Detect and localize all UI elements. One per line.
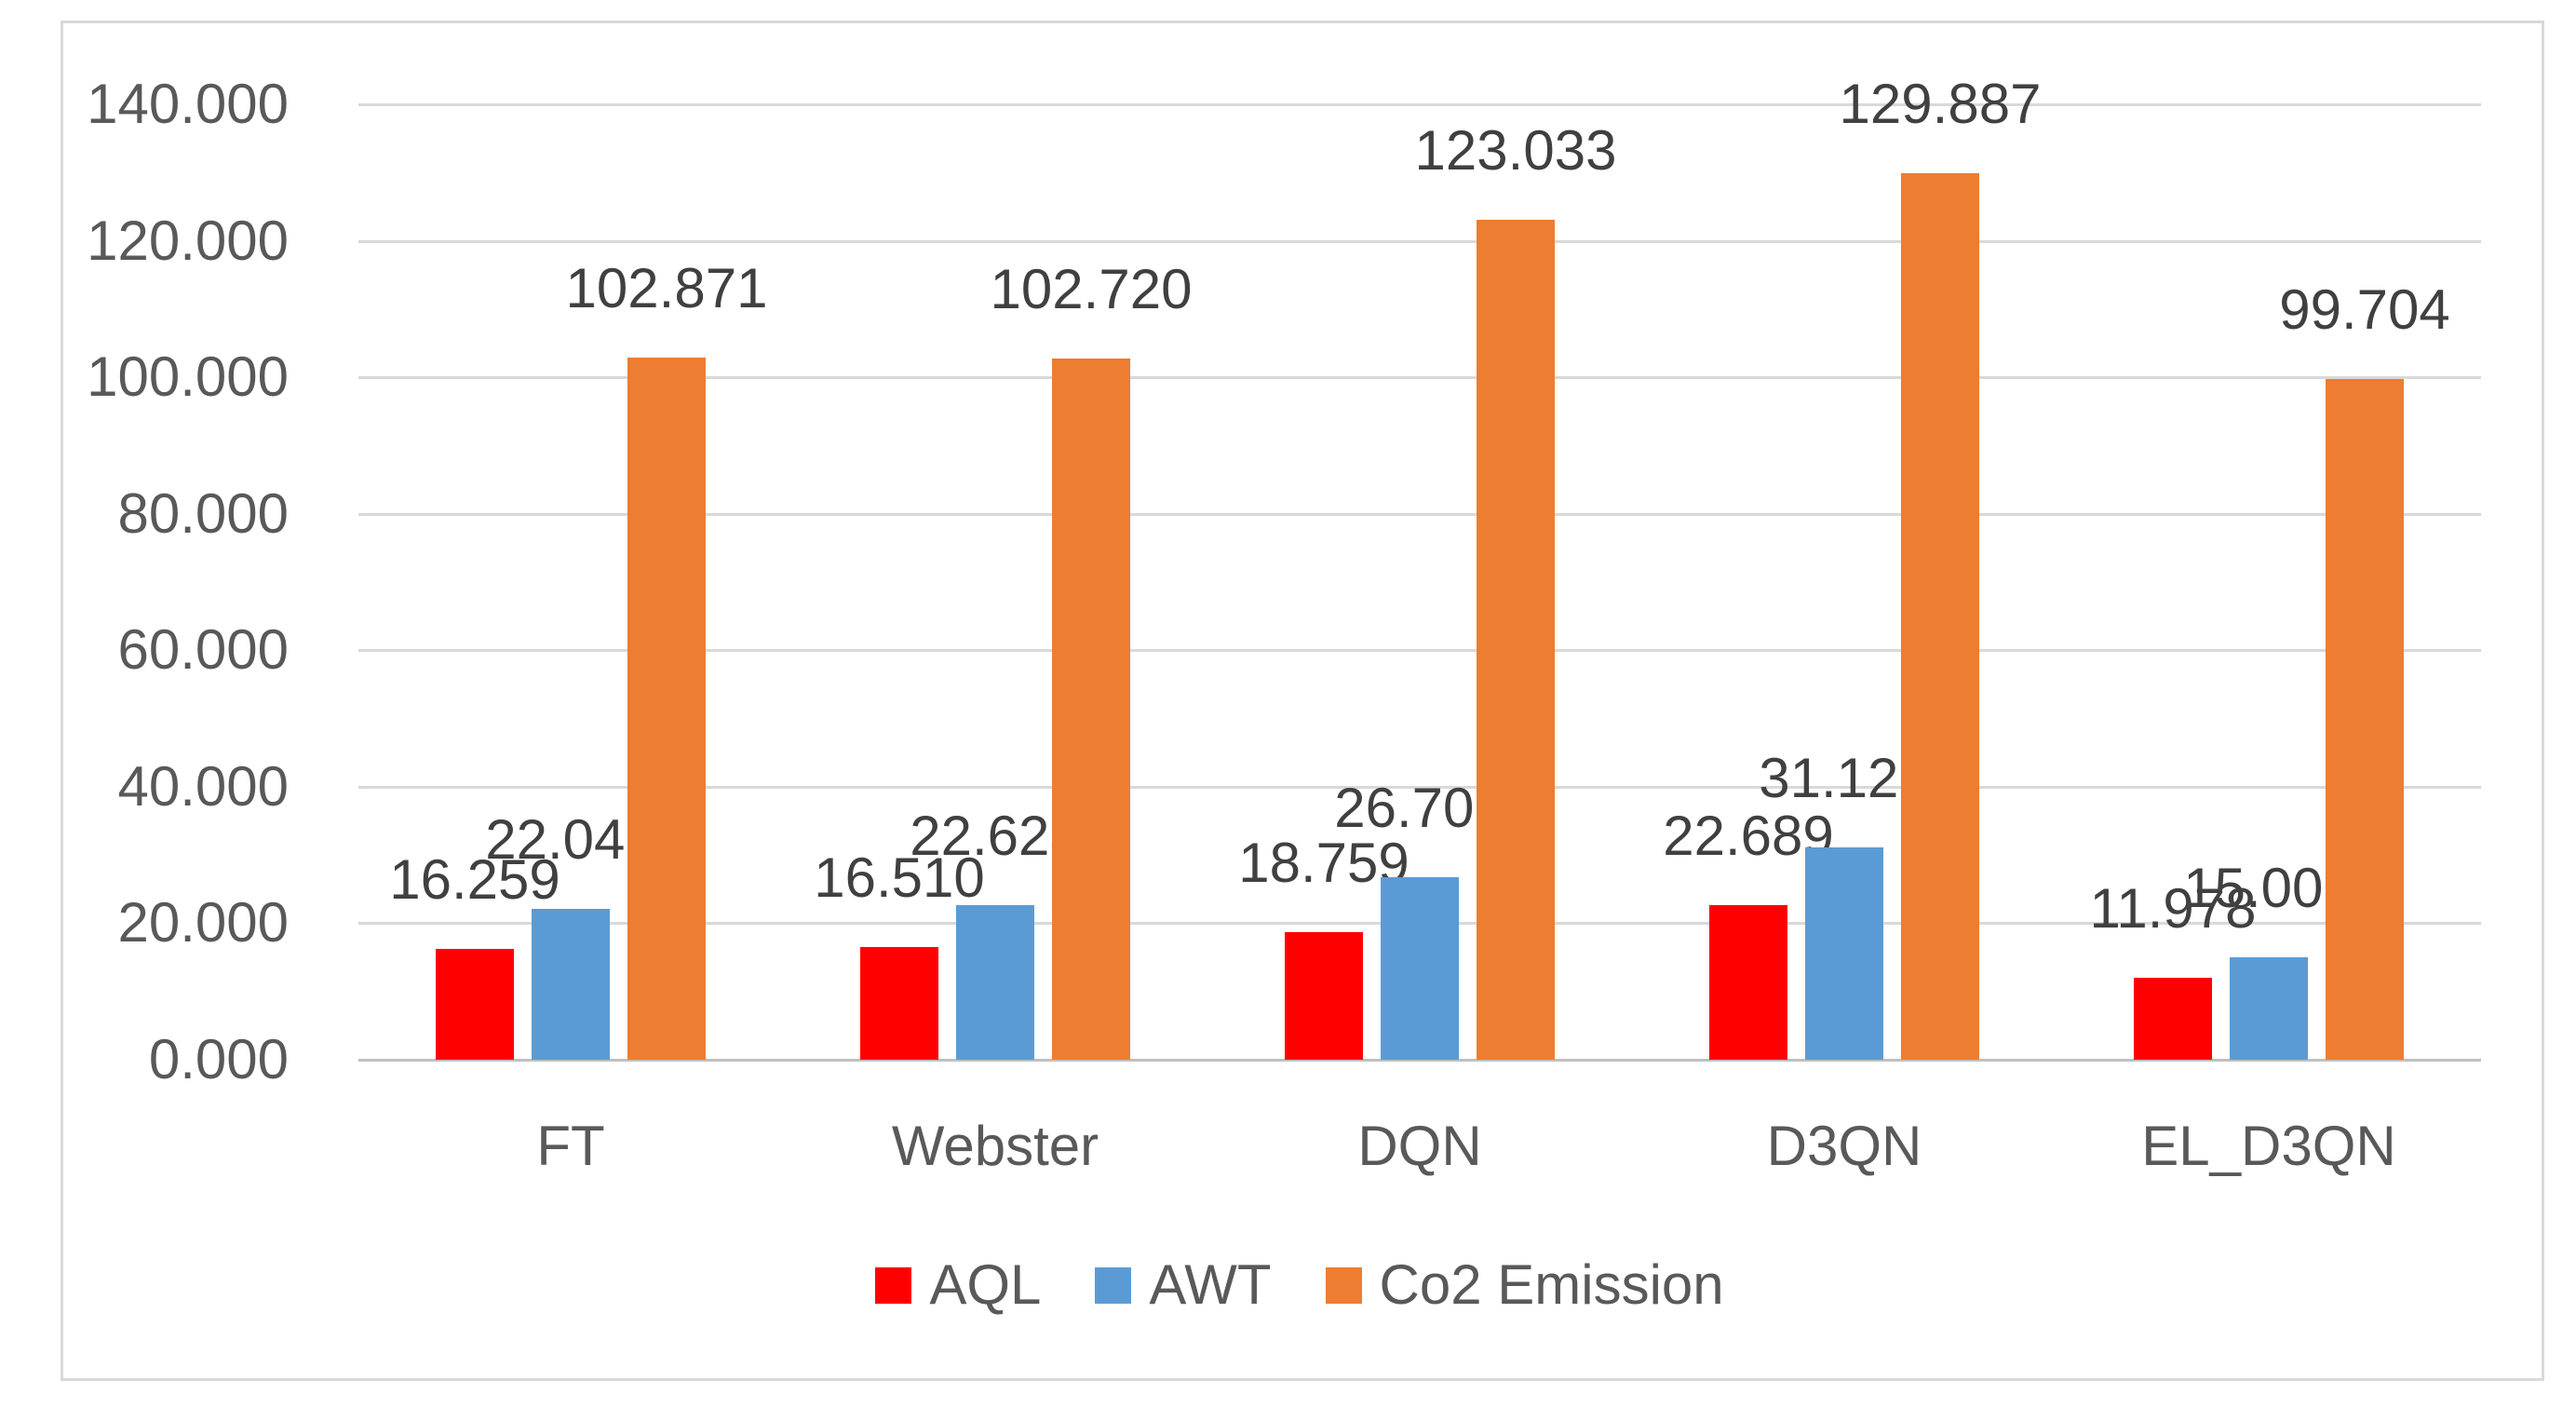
bar-awt-Webster [956,905,1034,1060]
gridline [358,512,2481,516]
bar-co2-emission-FT [627,358,706,1060]
category-label-FT: FT [536,1115,605,1177]
legend-item-aql: AQL [875,1253,1041,1317]
data-label-co2-emission-EL_D3QN: 99.704 [2279,278,2450,342]
legend-swatch-aql [875,1266,912,1304]
y-tick-label-140.000: 140.000 [87,73,289,135]
bar-aql-FT [436,948,514,1060]
gridline [358,785,2481,789]
gridline [358,649,2481,653]
category-label-Webster: Webster [891,1115,1099,1177]
data-label-aql-EL_D3QN: 11.978 [2089,877,2257,941]
category-label-EL_D3QN: EL_D3QN [2141,1115,2396,1177]
gridline [358,376,2481,380]
legend-label: Co2 Emission [1379,1253,1724,1316]
x-axis-line [358,1059,2481,1062]
category-label-D3QN: D3QN [1766,1115,1922,1177]
data-label-co2-emission-Webster: 102.720 [990,258,1193,321]
y-tick-label-120.000: 120.000 [87,209,289,272]
bar-co2-emission-Webster [1052,359,1130,1060]
y-tick-label-80.000: 80.000 [117,481,289,545]
data-label-co2-emission-D3QN: 129.887 [1839,73,2042,136]
bar-aql-DQN [1285,931,1363,1060]
bar-aql-D3QN [1709,904,1787,1060]
data-label-co2-emission-DQN: 123.033 [1414,119,1617,183]
y-tick-label-20.000: 20.000 [117,891,289,954]
bar-aql-EL_D3QN [2134,978,2212,1060]
gridline [358,239,2481,243]
legend-swatch-awt [1095,1266,1132,1304]
legend-item-co2-emission: Co2 Emission [1325,1253,1724,1317]
y-tick-label-100.000: 100.000 [87,345,289,409]
legend: AQL AWT Co2 Emission [61,1253,2539,1317]
data-label-aql-FT: 16.259 [389,847,560,911]
bar-awt-FT [532,909,610,1060]
bar-co2-emission-DQN [1477,220,1555,1060]
legend-label: AWT [1149,1253,1272,1316]
y-tick-label-40.000: 40.000 [117,754,289,818]
bar-co2-emission-EL_D3QN [2326,379,2404,1060]
gridline [358,103,2481,106]
bar-awt-DQN [1381,877,1459,1060]
bar-awt-EL_D3QN [2230,957,2308,1060]
legend-label: AQL [929,1253,1042,1316]
y-tick-label-0.000: 0.000 [148,1028,289,1090]
data-label-aql-Webster: 16.510 [814,846,985,909]
legend-swatch-co2-emission [1325,1266,1362,1304]
data-label-co2-emission-FT: 102.871 [565,257,768,320]
y-tick-label-60.000: 60.000 [117,618,289,682]
bar-awt-D3QN [1805,846,1883,1060]
category-label-DQN: DQN [1357,1115,1482,1177]
chart-frame [61,20,2544,1381]
bar-co2-emission-D3QN [1901,173,1979,1060]
bar-aql-Webster [860,947,938,1060]
legend-item-awt: AWT [1095,1253,1272,1317]
